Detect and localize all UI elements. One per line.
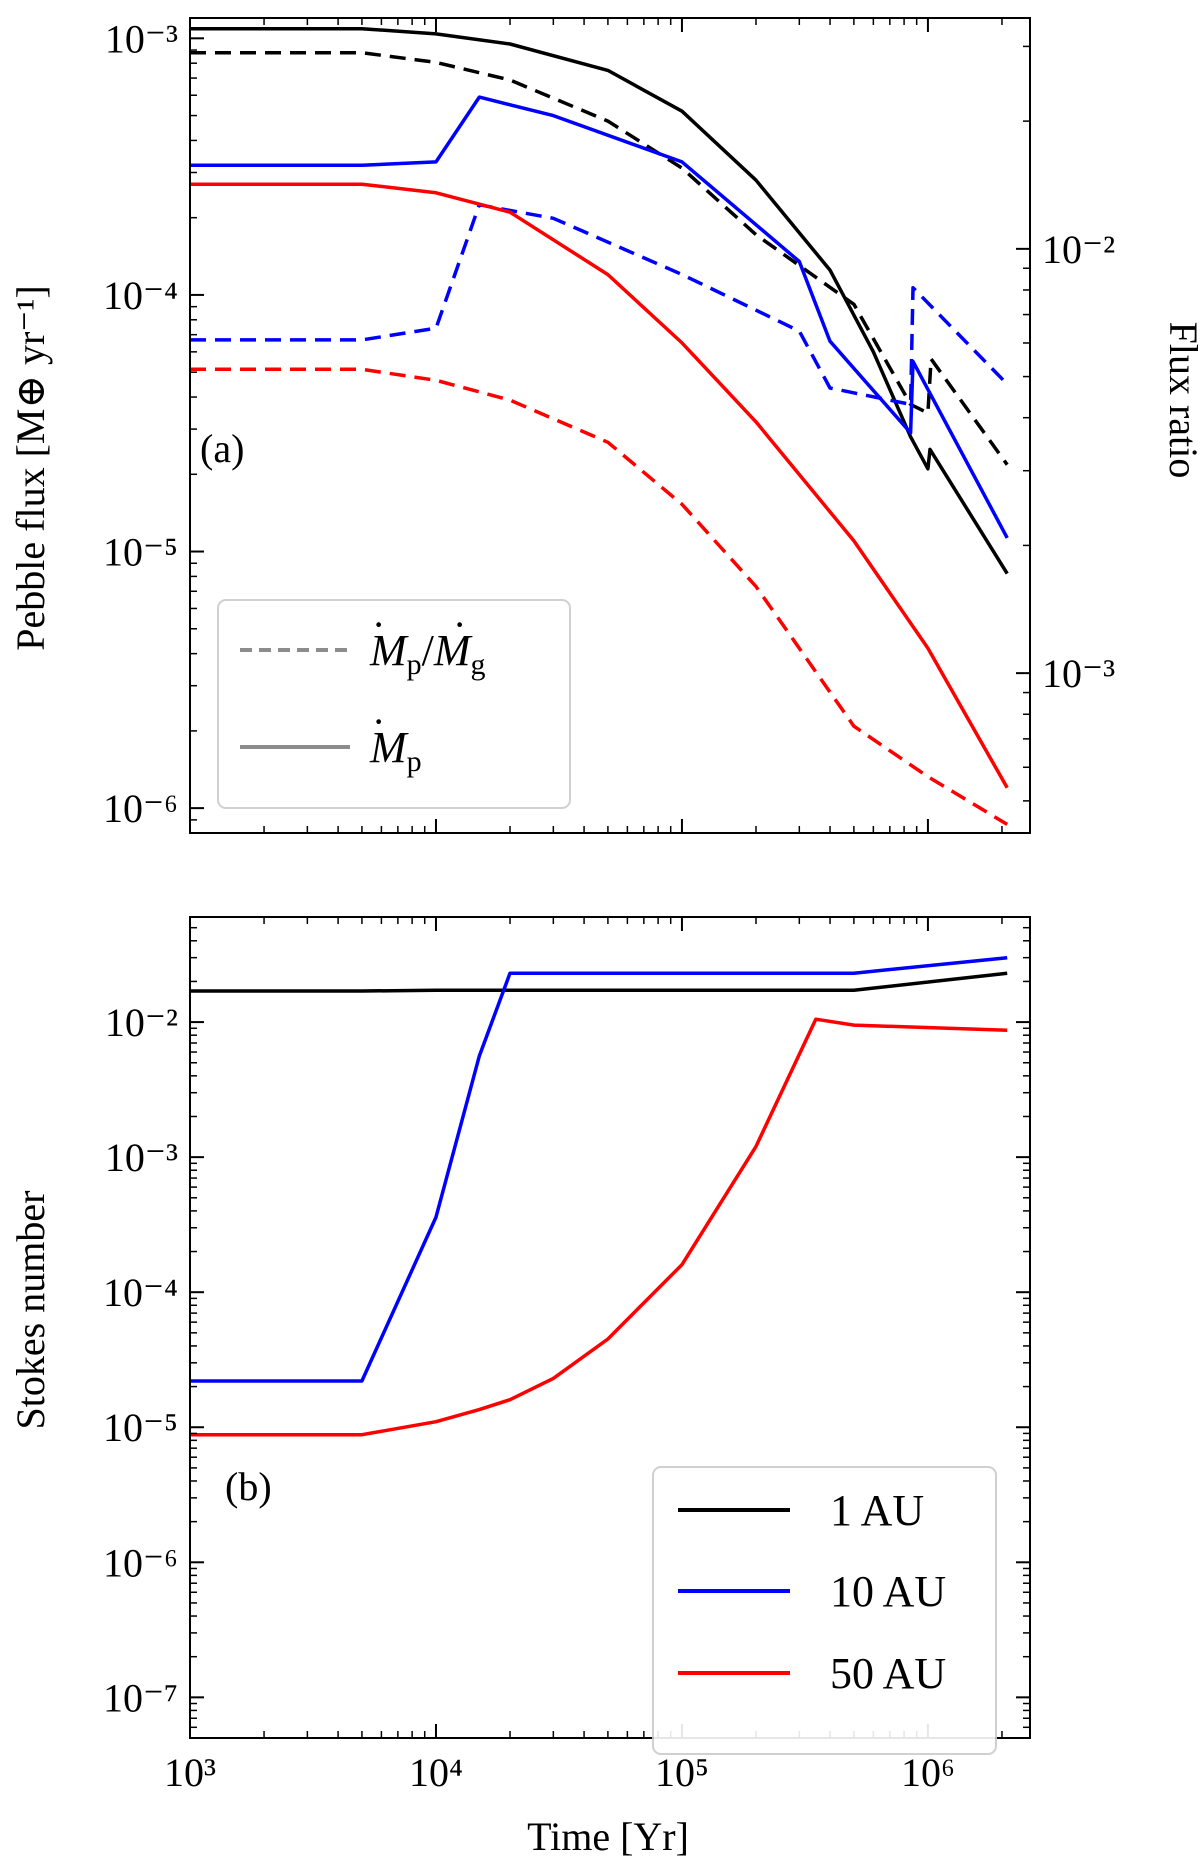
- panel-b-legend: 1 AU 10 AU 50 AU: [652, 1466, 997, 1755]
- series-10-au-p-g: [190, 203, 1009, 407]
- legend-1au-label: 1 AU: [830, 1486, 924, 1535]
- legend-pebble-flux-label: Mp: [369, 723, 422, 778]
- panel-a-legend: Mp/Mg · · Mp ·: [217, 599, 571, 809]
- series-50-au-p-g: [190, 367, 1009, 826]
- panel-b-series: [190, 955, 1008, 1437]
- panel-b-ylabel: Stokes number: [8, 1191, 53, 1430]
- dot-mg: ·: [453, 602, 466, 647]
- panel-a-ylabel: Pebble flux [M⊕ yr⁻¹]: [8, 285, 53, 650]
- y2-tick-label: 10⁻²: [1042, 227, 1115, 272]
- x-tick-label: 10⁵: [655, 1750, 709, 1795]
- panel-b-stokes-number: 10³ 10⁴ 10⁵ 10⁶ 10⁻⁷ 10⁻⁶ 10⁻⁵ 10⁻⁴ 10⁻³ 10⁻² Sto…: [8, 916, 1031, 1859]
- y-tick-label: 10⁻⁶: [103, 786, 178, 831]
- y2-tick-label: 10⁻³: [1042, 651, 1115, 696]
- y-tick-label: 10⁻⁵: [103, 530, 178, 575]
- panel-b-legend-box: [652, 1466, 997, 1755]
- panel-a-pebble-flux: 10⁻⁶ 10⁻⁵ 10⁻⁴ 10⁻³ 10⁻³ 10⁻² Pebble flux [M⊕…: [8, 16, 1200, 834]
- y-tick-label: 10⁻⁵: [103, 1405, 178, 1450]
- series-50-au-p: [190, 182, 1009, 789]
- panel-a-frame: [189, 17, 1031, 834]
- panel-a-label: (a): [200, 426, 244, 471]
- series-10-au: [190, 955, 1008, 1383]
- panel-a-series: [190, 26, 1009, 826]
- series-50-au: [190, 1017, 1008, 1437]
- y-tick-label: 10⁻²: [105, 1000, 178, 1045]
- y-tick-label: 10⁻³: [105, 1135, 178, 1180]
- dot-mp-2: ·: [372, 699, 385, 744]
- panel-a-y2label: Flux ratio: [1161, 322, 1200, 479]
- panel-b-frame: [189, 916, 1031, 1739]
- x-tick-label: 10⁴: [409, 1750, 463, 1795]
- series-1-au: [190, 971, 1008, 993]
- series-1-au-p-g: [190, 50, 1009, 466]
- y-tick-label: 10⁻⁷: [103, 1675, 178, 1720]
- y-tick-label: 10⁻⁴: [103, 1270, 178, 1315]
- panel-a-ticks: 10⁻⁶ 10⁻⁵ 10⁻⁴ 10⁻³ 10⁻³ 10⁻²: [103, 16, 1115, 833]
- y-tick-label: 10⁻⁴: [103, 273, 178, 318]
- legend-50au-label: 50 AU: [830, 1649, 946, 1698]
- x-tick-label: 10⁶: [901, 1750, 955, 1795]
- y-tick-label: 10⁻⁶: [103, 1540, 178, 1585]
- series-1-au-p: [190, 26, 1009, 575]
- y-tick-label: 10⁻³: [105, 16, 178, 61]
- panel-b-label: (b): [225, 1464, 272, 1509]
- panel-b-xlabel: Time [Yr]: [527, 1814, 689, 1859]
- legend-flux-ratio-label: Mp/Mg: [369, 626, 486, 681]
- legend-10au-label: 10 AU: [830, 1567, 946, 1616]
- series-10-au-p: [190, 95, 1009, 539]
- dot-mp-1: ·: [372, 602, 385, 647]
- x-tick-label: 10³: [164, 1750, 216, 1795]
